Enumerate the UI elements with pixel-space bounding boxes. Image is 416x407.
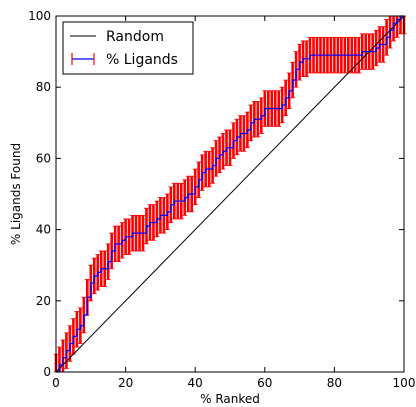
ligands-series-line: [56, 15, 404, 373]
x-tick-label: 60: [257, 376, 272, 390]
x-axis-title: % Ranked: [200, 392, 260, 406]
y-tick-label: 80: [36, 80, 51, 94]
random-series-line: [55, 15, 405, 373]
y-tick-label: 100: [28, 9, 51, 23]
y-tick-label: 40: [36, 223, 51, 237]
x-axis-ticks: 0 20 40 60 80 100: [52, 16, 415, 390]
x-tick-label: 80: [327, 376, 342, 390]
legend-random-label: Random: [106, 29, 164, 45]
legend-box: [62, 21, 194, 75]
x-tick-label: 20: [118, 376, 133, 390]
x-tick-label: 40: [188, 376, 203, 390]
y-axis-ticks: 0 20 40 60 80 100: [28, 9, 404, 379]
y-axis-title: % Ligands Found: [9, 143, 23, 245]
legend-ligands-swatch: [71, 53, 95, 65]
x-tick-label: 0: [52, 376, 60, 390]
y-tick-label: 0: [43, 365, 51, 379]
legend-ligands-label: % Ligands: [106, 52, 178, 68]
plot-frame: [55, 15, 405, 373]
x-tick-label: 100: [393, 376, 416, 390]
legend: Random % Ligands: [62, 21, 194, 75]
y-tick-label: 20: [36, 294, 51, 308]
y-tick-label: 60: [36, 151, 51, 165]
